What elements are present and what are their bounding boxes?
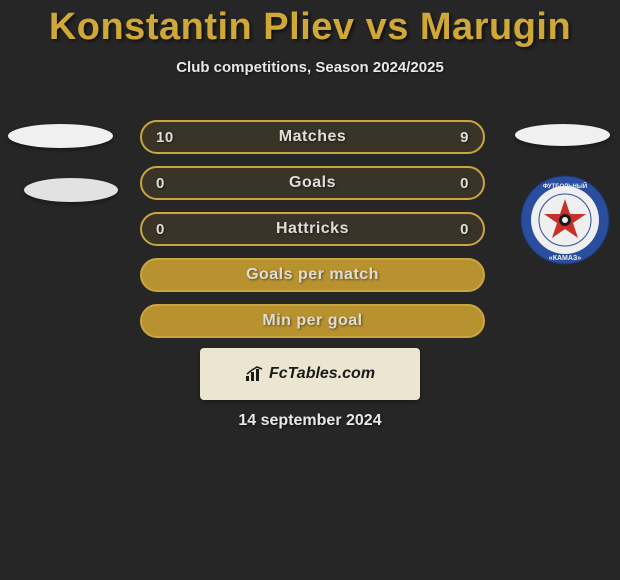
chart-icon [245,366,265,382]
subtitle: Club competitions, Season 2024/2025 [0,59,620,76]
svg-text:ФУТБОЛЬНЫЙ: ФУТБОЛЬНЫЙ [543,182,587,190]
stat-label: Hattricks [276,220,349,238]
stat-row: 0 Goals 0 [140,166,485,200]
stat-row: 0 Hattricks 0 [140,212,485,246]
stat-value-left: 0 [156,175,165,192]
stat-label: Min per goal [262,312,362,330]
player-left-avatar [8,124,113,148]
club-right-badge: ФУТБОЛЬНЫЙ «КАМАЗ» [520,175,610,265]
stat-row: Min per goal [140,304,485,338]
page-title: Konstantin Pliev vs Marugin [0,0,620,49]
stat-label: Goals [289,174,336,192]
attribution-box: FcTables.com [200,348,420,400]
stat-value-right: 0 [460,221,469,238]
stat-label: Matches [279,128,347,146]
date-text: 14 september 2024 [0,412,620,430]
stat-value-left: 10 [156,129,174,146]
player-right-avatar [515,124,610,146]
stat-value-right: 0 [460,175,469,192]
stat-row: Goals per match [140,258,485,292]
stat-value-left: 0 [156,221,165,238]
stat-label: Goals per match [246,266,379,284]
club-left-placeholder [24,178,118,202]
stat-value-right: 9 [460,129,469,146]
attribution-text: FcTables.com [269,365,375,383]
svg-text:«КАМАЗ»: «КАМАЗ» [549,255,581,262]
stat-row: 10 Matches 9 [140,120,485,154]
stats-container: 10 Matches 9 0 Goals 0 0 Hattricks 0 Goa… [140,120,485,350]
